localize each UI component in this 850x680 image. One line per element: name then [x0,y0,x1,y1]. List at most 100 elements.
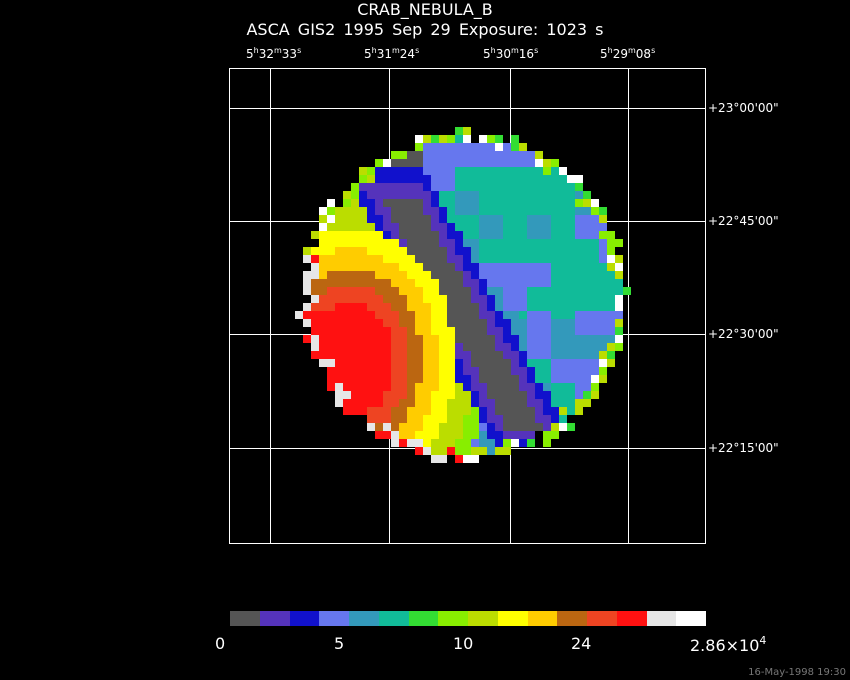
intensity-pixel [407,335,415,343]
intensity-pixel [607,303,615,311]
intensity-pixel [351,367,359,375]
intensity-pixel [415,431,423,439]
intensity-pixel [551,423,559,431]
intensity-pixel [447,215,455,223]
intensity-pixel [615,295,623,303]
intensity-pixel [575,199,583,207]
intensity-pixel [487,295,495,303]
intensity-pixel [511,439,519,447]
intensity-pixel [431,223,439,231]
intensity-pixel [399,207,407,215]
image-title: CRAB_NEBULA_B [357,0,493,19]
intensity-pixel [327,303,335,311]
intensity-pixel [359,343,367,351]
intensity-pixel [431,343,439,351]
intensity-pixel [391,271,399,279]
intensity-pixel [383,359,391,367]
intensity-pixel [399,319,407,327]
intensity-pixel [391,151,399,159]
intensity-pixel [471,239,479,247]
intensity-pixel [543,351,551,359]
intensity-pixel [487,263,495,271]
intensity-pixel [495,359,503,367]
intensity-pixel [551,239,559,247]
intensity-pixel [335,335,343,343]
intensity-pixel [471,175,479,183]
intensity-pixel [511,359,519,367]
intensity-pixel [415,143,423,151]
intensity-pixel [407,223,415,231]
intensity-pixel [479,383,487,391]
intensity-pixel [351,231,359,239]
intensity-pixel [431,247,439,255]
intensity-pixel [407,191,415,199]
intensity-pixel [471,343,479,351]
intensity-pixel [343,319,351,327]
intensity-pixel [591,271,599,279]
intensity-pixel [375,271,383,279]
intensity-pixel [455,383,463,391]
intensity-pixel [367,335,375,343]
intensity-pixel [535,327,543,335]
intensity-pixel [519,439,527,447]
intensity-pixel [575,255,583,263]
intensity-pixel [311,311,319,319]
intensity-pixel [527,351,535,359]
intensity-pixel [359,255,367,263]
intensity-pixel [343,327,351,335]
intensity-pixel [511,183,519,191]
intensity-pixel [455,343,463,351]
intensity-pixel [407,263,415,271]
intensity-pixel [487,447,495,455]
intensity-pixel [343,399,351,407]
intensity-pixel [415,207,423,215]
intensity-pixel [527,319,535,327]
intensity-pixel [343,343,351,351]
intensity-pixel [567,239,575,247]
intensity-pixel [559,327,567,335]
intensity-pixel [367,303,375,311]
intensity-pixel [359,335,367,343]
intensity-pixel [399,223,407,231]
intensity-pixel [503,167,511,175]
intensity-pixel [535,199,543,207]
intensity-pixel [575,327,583,335]
intensity-pixel [503,415,511,423]
intensity-pixel [495,279,503,287]
intensity-pixel [375,199,383,207]
intensity-pixel [327,287,335,295]
intensity-pixel [503,239,511,247]
ra-tick-label: 5h32m33s [246,46,302,61]
intensity-pixel [351,343,359,351]
intensity-pixel [319,215,327,223]
intensity-pixel [415,303,423,311]
intensity-pixel [511,335,519,343]
intensity-pixel [423,311,431,319]
intensity-pixel [487,151,495,159]
intensity-pixel [487,327,495,335]
intensity-pixel [439,271,447,279]
intensity-pixel [415,343,423,351]
intensity-pixel [439,359,447,367]
intensity-pixel [511,303,519,311]
intensity-pixel [455,167,463,175]
intensity-pixel [327,351,335,359]
image-frame [229,68,706,544]
intensity-pixel [567,367,575,375]
intensity-pixel [383,191,391,199]
intensity-pixel [567,335,575,343]
intensity-pixel [423,207,431,215]
intensity-pixel [383,255,391,263]
intensity-pixel [447,223,455,231]
intensity-pixel [439,439,447,447]
intensity-pixel [423,159,431,167]
intensity-pixel [599,319,607,327]
intensity-pixel [471,351,479,359]
intensity-pixel [519,295,527,303]
intensity-pixel [327,231,335,239]
intensity-pixel [583,279,591,287]
intensity-pixel [359,167,367,175]
intensity-pixel [487,303,495,311]
intensity-pixel [327,319,335,327]
